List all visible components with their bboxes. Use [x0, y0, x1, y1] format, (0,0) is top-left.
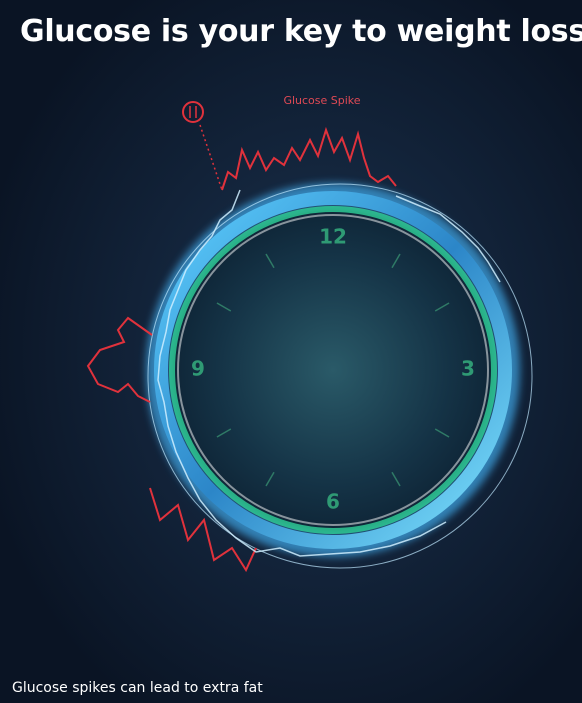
- clock-tick: [265, 471, 275, 487]
- outer-ring: [154, 191, 512, 549]
- title: Glucose is your key to weight loss.: [20, 14, 582, 49]
- glucose-line-right: [395, 195, 501, 283]
- glucose-spike-left: [86, 316, 153, 403]
- clock-number: 6: [326, 490, 340, 514]
- clock-tick: [434, 428, 450, 438]
- clock-number: 12: [319, 225, 347, 249]
- meal-icon-fork: [189, 106, 197, 118]
- meal-pointer: [199, 124, 223, 191]
- spike-label: Glucose Spike: [283, 94, 360, 107]
- inner-ring: [169, 206, 497, 534]
- inner-edge: [177, 214, 489, 526]
- clock-tick: [216, 428, 232, 438]
- clock-tick: [391, 253, 401, 269]
- clock-tick: [391, 471, 401, 487]
- clock-number: 3: [461, 357, 475, 381]
- thin-ring: [147, 183, 533, 569]
- dial: [173, 210, 493, 530]
- glucose-line: [157, 189, 447, 557]
- clock-number: 9: [191, 357, 205, 381]
- glucose-spike-bottom: [149, 487, 257, 573]
- clock-ticks: [216, 253, 450, 487]
- clock-tick: [216, 302, 232, 312]
- clock-tick: [434, 302, 450, 312]
- clock-tick: [265, 253, 275, 269]
- meal-icon: [182, 101, 204, 123]
- glucose-spike-line: [221, 126, 397, 191]
- caption: Glucose spikes can lead to extra fat: [12, 680, 263, 696]
